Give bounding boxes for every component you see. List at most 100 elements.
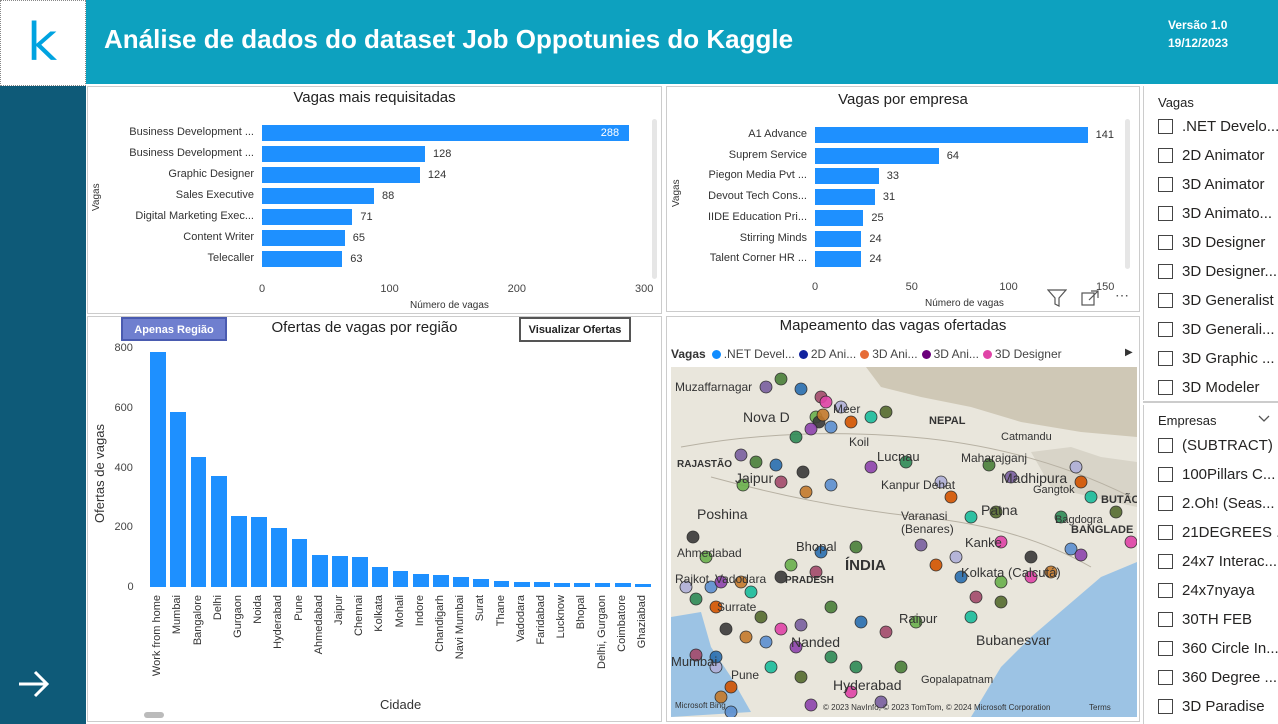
bar[interactable] <box>815 251 862 268</box>
checkbox[interactable] <box>1158 263 1173 279</box>
map-marker[interactable] <box>1024 550 1038 564</box>
map-marker[interactable] <box>949 550 963 564</box>
map-marker[interactable] <box>994 535 1008 549</box>
map-marker[interactable] <box>724 680 738 694</box>
slicer-item[interactable]: 100Pillars C... <box>1158 463 1278 485</box>
map-marker[interactable] <box>739 630 753 644</box>
map-marker[interactable] <box>1054 510 1068 524</box>
bar[interactable] <box>352 557 368 587</box>
map-marker[interactable] <box>796 465 810 479</box>
bar[interactable] <box>262 209 353 225</box>
checkbox[interactable] <box>1158 698 1173 714</box>
horizontal-scrollbar[interactable] <box>144 712 164 718</box>
arrow-right-icon[interactable] <box>16 666 52 702</box>
bar[interactable] <box>513 581 530 587</box>
bar[interactable] <box>332 555 348 587</box>
bar[interactable] <box>170 412 187 587</box>
checkbox[interactable] <box>1158 553 1173 569</box>
slicer-item[interactable]: 2D Animator <box>1158 144 1278 166</box>
map-marker[interactable] <box>774 475 788 489</box>
map-marker[interactable] <box>879 625 893 639</box>
map-marker[interactable] <box>689 648 703 662</box>
map-marker[interactable] <box>934 475 948 489</box>
slicer-item[interactable]: 3D Modeler <box>1158 376 1278 398</box>
map-marker[interactable] <box>714 575 728 589</box>
slicer-item[interactable]: 3D Paradise <box>1158 695 1278 717</box>
slicer-item[interactable]: 3D Graphic ... <box>1158 347 1278 369</box>
checkbox[interactable] <box>1158 495 1173 511</box>
map-marker[interactable] <box>824 478 838 492</box>
bar[interactable] <box>262 125 629 141</box>
bar[interactable] <box>574 582 591 587</box>
bar[interactable] <box>815 230 862 247</box>
map-marker[interactable] <box>794 382 808 396</box>
bar[interactable] <box>554 582 570 587</box>
apenas-regiao-button[interactable]: Apenas Região <box>121 317 227 341</box>
map-marker[interactable] <box>944 490 958 504</box>
map-marker[interactable] <box>854 615 868 629</box>
map-marker[interactable] <box>799 485 813 499</box>
legend-item[interactable]: 2D Ani... <box>798 347 856 361</box>
checkbox[interactable] <box>1158 234 1173 250</box>
map-marker[interactable] <box>929 558 943 572</box>
map-marker[interactable] <box>824 650 838 664</box>
checkbox[interactable] <box>1158 466 1173 482</box>
map-marker[interactable] <box>894 660 908 674</box>
slicer-item[interactable]: 2.Oh! (Seas... <box>1158 492 1278 514</box>
map-marker[interactable] <box>774 372 788 386</box>
map-marker[interactable] <box>1084 490 1098 504</box>
bar[interactable] <box>534 582 550 587</box>
checkbox[interactable] <box>1158 292 1173 308</box>
map-marker[interactable] <box>1024 570 1038 584</box>
map-marker[interactable] <box>769 458 783 472</box>
map-marker[interactable] <box>849 540 863 554</box>
map-marker[interactable] <box>794 670 808 684</box>
map-marker[interactable] <box>774 622 788 636</box>
slicer-item[interactable]: 24x7 Interac... <box>1158 550 1278 572</box>
map-marker[interactable] <box>824 420 838 434</box>
map-marker[interactable] <box>794 618 808 632</box>
map-marker[interactable] <box>1069 460 1083 474</box>
map-marker[interactable] <box>914 538 928 552</box>
map-marker[interactable] <box>844 685 858 699</box>
checkbox[interactable] <box>1158 205 1173 221</box>
bar[interactable] <box>372 566 389 587</box>
map-marker[interactable] <box>709 600 723 614</box>
legend-item[interactable]: 3D Designer <box>982 347 1062 361</box>
map-marker[interactable] <box>994 595 1008 609</box>
map-marker[interactable] <box>964 610 978 624</box>
chevron-down-icon[interactable] <box>1258 415 1270 423</box>
map-marker[interactable] <box>1124 535 1137 549</box>
slicer-item[interactable]: 30TH FEB <box>1158 608 1278 630</box>
bar[interactable] <box>392 571 409 587</box>
map-marker[interactable] <box>909 615 923 629</box>
map-marker[interactable] <box>849 660 863 674</box>
map-marker[interactable] <box>784 558 798 572</box>
bar[interactable] <box>815 168 879 185</box>
map-marker[interactable] <box>699 550 713 564</box>
bar[interactable] <box>231 515 247 587</box>
map-marker[interactable] <box>982 458 996 472</box>
checkbox[interactable] <box>1158 582 1173 598</box>
map-marker[interactable] <box>899 455 913 469</box>
map-marker[interactable] <box>1064 542 1078 556</box>
bar[interactable] <box>594 583 611 587</box>
bar[interactable] <box>210 476 227 587</box>
slicer-item[interactable]: 21DEGREES ... <box>1158 521 1278 543</box>
map-marker[interactable] <box>744 585 758 599</box>
map-marker[interactable] <box>709 650 723 664</box>
bar[interactable] <box>150 352 166 587</box>
legend-item[interactable]: 3D Ani... <box>860 347 918 361</box>
map-marker[interactable] <box>689 592 703 606</box>
map-marker[interactable] <box>844 415 858 429</box>
map-marker[interactable] <box>1109 505 1123 519</box>
checkbox[interactable] <box>1158 118 1173 134</box>
map-marker[interactable] <box>734 448 748 462</box>
map-marker[interactable] <box>814 545 828 559</box>
slicer-item[interactable]: 24x7nyaya <box>1158 579 1278 601</box>
legend-item[interactable]: .NET Devel... <box>711 347 795 361</box>
bar[interactable] <box>311 555 328 587</box>
map-marker[interactable] <box>679 580 693 594</box>
map-marker[interactable] <box>754 610 768 624</box>
bar[interactable] <box>635 583 651 587</box>
